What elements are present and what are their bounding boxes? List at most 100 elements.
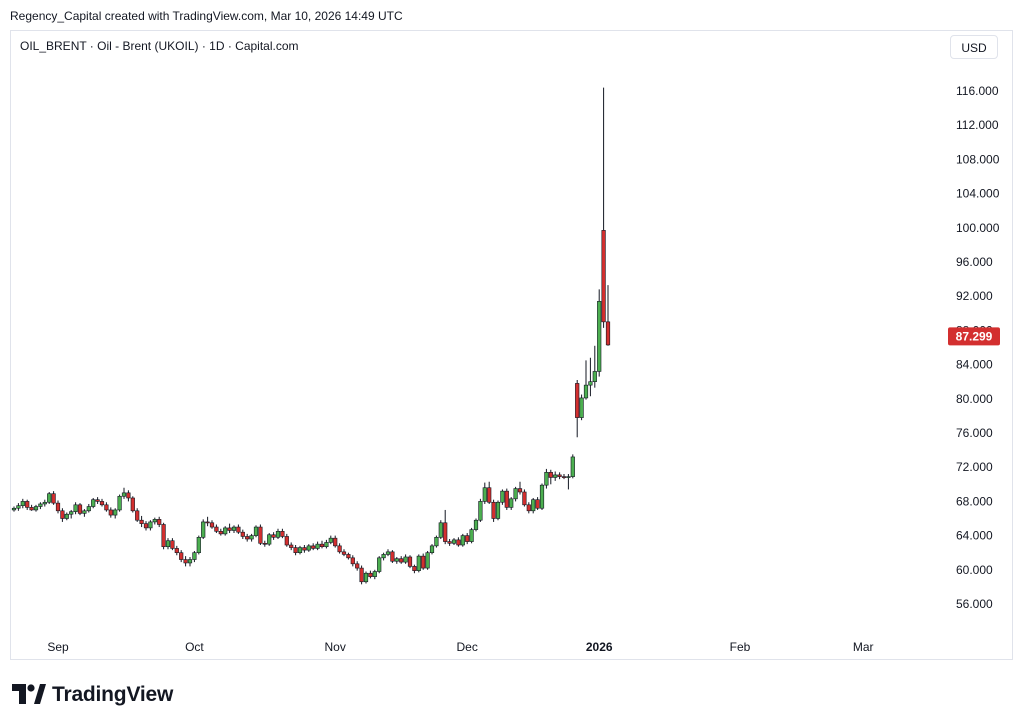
candle[interactable]: [412, 564, 417, 574]
candle[interactable]: [456, 537, 461, 547]
candle[interactable]: [407, 555, 413, 569]
time-axis[interactable]: Sep Oct Nov Dec 2026 Feb Mar: [47, 640, 873, 654]
candle[interactable]: [227, 523, 232, 534]
candle[interactable]: [553, 471, 558, 481]
candle[interactable]: [284, 533, 289, 547]
candle[interactable]: [77, 503, 83, 516]
candle[interactable]: [482, 482, 487, 504]
candle[interactable]: [548, 469, 553, 485]
candle[interactable]: [385, 549, 391, 557]
candle[interactable]: [605, 285, 611, 346]
candle[interactable]: [55, 500, 61, 514]
candle[interactable]: [33, 504, 39, 512]
candle[interactable]: [517, 481, 523, 495]
candle[interactable]: [82, 509, 87, 517]
candle[interactable]: [328, 535, 333, 545]
candle[interactable]: [135, 508, 140, 522]
candle[interactable]: [11, 506, 17, 512]
candle[interactable]: [469, 527, 474, 544]
candle[interactable]: [218, 528, 223, 536]
candle[interactable]: [64, 512, 69, 521]
candle[interactable]: [381, 552, 386, 561]
candle[interactable]: [143, 521, 149, 531]
candle[interactable]: [29, 504, 34, 511]
candle[interactable]: [363, 571, 369, 584]
candle[interactable]: [42, 499, 47, 507]
candle[interactable]: [253, 525, 259, 538]
candle[interactable]: [231, 525, 237, 534]
candle[interactable]: [473, 518, 479, 532]
candle[interactable]: [583, 360, 589, 400]
tradingview-branding[interactable]: TradingView: [12, 682, 173, 708]
currency-button[interactable]: USD: [950, 35, 998, 59]
candle[interactable]: [302, 545, 307, 553]
candle[interactable]: [73, 502, 78, 515]
candle[interactable]: [592, 345, 597, 388]
candle[interactable]: [570, 454, 575, 479]
candle[interactable]: [429, 544, 435, 555]
candle[interactable]: [179, 550, 184, 563]
candle[interactable]: [113, 508, 118, 519]
candle[interactable]: [60, 508, 65, 522]
candle[interactable]: [280, 528, 285, 539]
candle[interactable]: [214, 524, 219, 534]
candle[interactable]: [275, 528, 281, 540]
candle[interactable]: [465, 533, 470, 545]
candle[interactable]: [509, 497, 514, 510]
candle[interactable]: [262, 540, 267, 547]
candle[interactable]: [597, 289, 602, 377]
candle[interactable]: [390, 550, 395, 563]
candle[interactable]: [319, 540, 325, 549]
candle[interactable]: [315, 541, 320, 551]
candle[interactable]: [20, 498, 25, 509]
candle[interactable]: [25, 499, 30, 510]
candle[interactable]: [491, 499, 496, 522]
candle[interactable]: [240, 529, 245, 540]
candle[interactable]: [148, 520, 153, 531]
candle[interactable]: [337, 543, 342, 554]
candle[interactable]: [121, 487, 127, 499]
candle[interactable]: [267, 533, 272, 546]
candle[interactable]: [588, 357, 593, 397]
candle[interactable]: [236, 524, 241, 534]
candle[interactable]: [531, 497, 536, 514]
candle[interactable]: [174, 545, 179, 556]
symbol-title[interactable]: OIL_BRENT · Oil - Brent (UKOIL) · 1D · C…: [20, 39, 299, 53]
candle[interactable]: [187, 556, 193, 567]
candle[interactable]: [209, 520, 215, 529]
candle[interactable]: [601, 87, 606, 328]
candle[interactable]: [575, 379, 580, 438]
candle[interactable]: [258, 524, 263, 546]
candle[interactable]: [355, 561, 360, 571]
candle[interactable]: [196, 535, 201, 555]
candle[interactable]: [544, 468, 549, 489]
candle[interactable]: [306, 544, 311, 552]
candle[interactable]: [460, 533, 465, 547]
candle[interactable]: [201, 519, 206, 540]
candle[interactable]: [425, 550, 430, 570]
candle[interactable]: [117, 494, 122, 512]
candle[interactable]: [99, 498, 105, 507]
candle[interactable]: [513, 486, 518, 502]
candle[interactable]: [161, 522, 166, 550]
candle[interactable]: [368, 570, 373, 579]
candle[interactable]: [372, 569, 377, 580]
candle[interactable]: [495, 500, 501, 521]
candle[interactable]: [443, 509, 448, 545]
candle[interactable]: [51, 491, 56, 505]
candle[interactable]: [346, 552, 351, 560]
candle[interactable]: [289, 542, 294, 551]
candle[interactable]: [522, 489, 527, 507]
candle[interactable]: [557, 472, 562, 480]
candle[interactable]: [139, 515, 144, 528]
candle[interactable]: [438, 520, 443, 540]
candle[interactable]: [245, 533, 250, 542]
candle[interactable]: [561, 474, 567, 480]
candle[interactable]: [478, 498, 483, 522]
candle[interactable]: [152, 517, 157, 525]
candle[interactable]: [91, 497, 96, 509]
candle[interactable]: [311, 543, 316, 551]
candle[interactable]: [157, 516, 162, 528]
candle[interactable]: [434, 535, 439, 548]
